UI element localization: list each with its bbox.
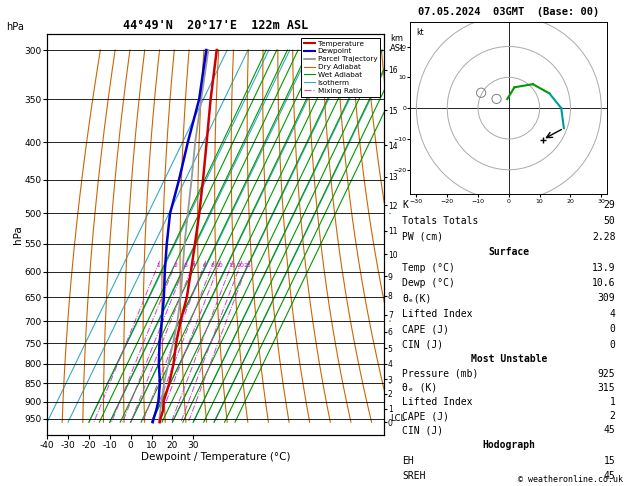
Text: CAPE (J): CAPE (J) [403, 324, 449, 334]
Text: 45: 45 [604, 471, 615, 481]
Text: EH: EH [403, 456, 414, 466]
Text: 3: 3 [184, 263, 188, 268]
Text: Most Unstable: Most Unstable [470, 354, 547, 364]
Text: Totals Totals: Totals Totals [403, 216, 479, 226]
Text: 6: 6 [203, 263, 207, 268]
Text: SREH: SREH [403, 471, 426, 481]
Text: 2: 2 [174, 263, 177, 268]
Text: Dewp (°C): Dewp (°C) [403, 278, 455, 288]
Text: CIN (J): CIN (J) [403, 425, 443, 435]
Text: Lifted Index: Lifted Index [403, 309, 473, 319]
Text: 4: 4 [192, 263, 196, 268]
Text: CAPE (J): CAPE (J) [403, 411, 449, 421]
Text: PW (cm): PW (cm) [403, 231, 443, 242]
Text: 10.6: 10.6 [592, 278, 615, 288]
Text: 1: 1 [610, 397, 615, 407]
Text: 15: 15 [228, 263, 236, 268]
Text: Surface: Surface [488, 247, 530, 257]
Legend: Temperature, Dewpoint, Parcel Trajectory, Dry Adiabat, Wet Adiabat, Isotherm, Mi: Temperature, Dewpoint, Parcel Trajectory… [301, 37, 380, 97]
Text: 20: 20 [237, 263, 245, 268]
Text: 4: 4 [610, 309, 615, 319]
Text: 2.28: 2.28 [592, 231, 615, 242]
Y-axis label: hPa: hPa [13, 225, 23, 244]
Text: 1: 1 [157, 263, 160, 268]
Text: 50: 50 [604, 216, 615, 226]
Text: 315: 315 [598, 383, 615, 393]
Text: 925: 925 [598, 368, 615, 379]
Text: Temp (°C): Temp (°C) [403, 262, 455, 273]
Text: 25: 25 [244, 263, 252, 268]
Text: Lifted Index: Lifted Index [403, 397, 473, 407]
Text: 45: 45 [604, 425, 615, 435]
Text: Hodograph: Hodograph [482, 440, 535, 450]
Text: 309: 309 [598, 294, 615, 303]
Text: 2: 2 [610, 411, 615, 421]
Text: K: K [403, 200, 408, 210]
Text: LCL: LCL [391, 415, 406, 423]
Text: 13.9: 13.9 [592, 262, 615, 273]
Text: hPa: hPa [6, 21, 24, 32]
Text: 15: 15 [604, 456, 615, 466]
Text: 8: 8 [211, 263, 215, 268]
Text: 0: 0 [610, 324, 615, 334]
Text: 10: 10 [216, 263, 223, 268]
Text: θₑ (K): θₑ (K) [403, 383, 438, 393]
X-axis label: Dewpoint / Temperature (°C): Dewpoint / Temperature (°C) [141, 452, 290, 462]
Text: CIN (J): CIN (J) [403, 340, 443, 349]
Text: 0: 0 [610, 340, 615, 349]
Text: 44°49'N  20°17'E  122m ASL: 44°49'N 20°17'E 122m ASL [123, 18, 308, 32]
Text: km
ASL: km ASL [390, 34, 406, 53]
Text: Pressure (mb): Pressure (mb) [403, 368, 479, 379]
Text: 29: 29 [604, 200, 615, 210]
Text: θₑ(K): θₑ(K) [403, 294, 431, 303]
Text: 07.05.2024  03GMT  (Base: 00): 07.05.2024 03GMT (Base: 00) [418, 7, 599, 17]
Text: © weatheronline.co.uk: © weatheronline.co.uk [518, 474, 623, 484]
Text: kt: kt [416, 28, 424, 37]
